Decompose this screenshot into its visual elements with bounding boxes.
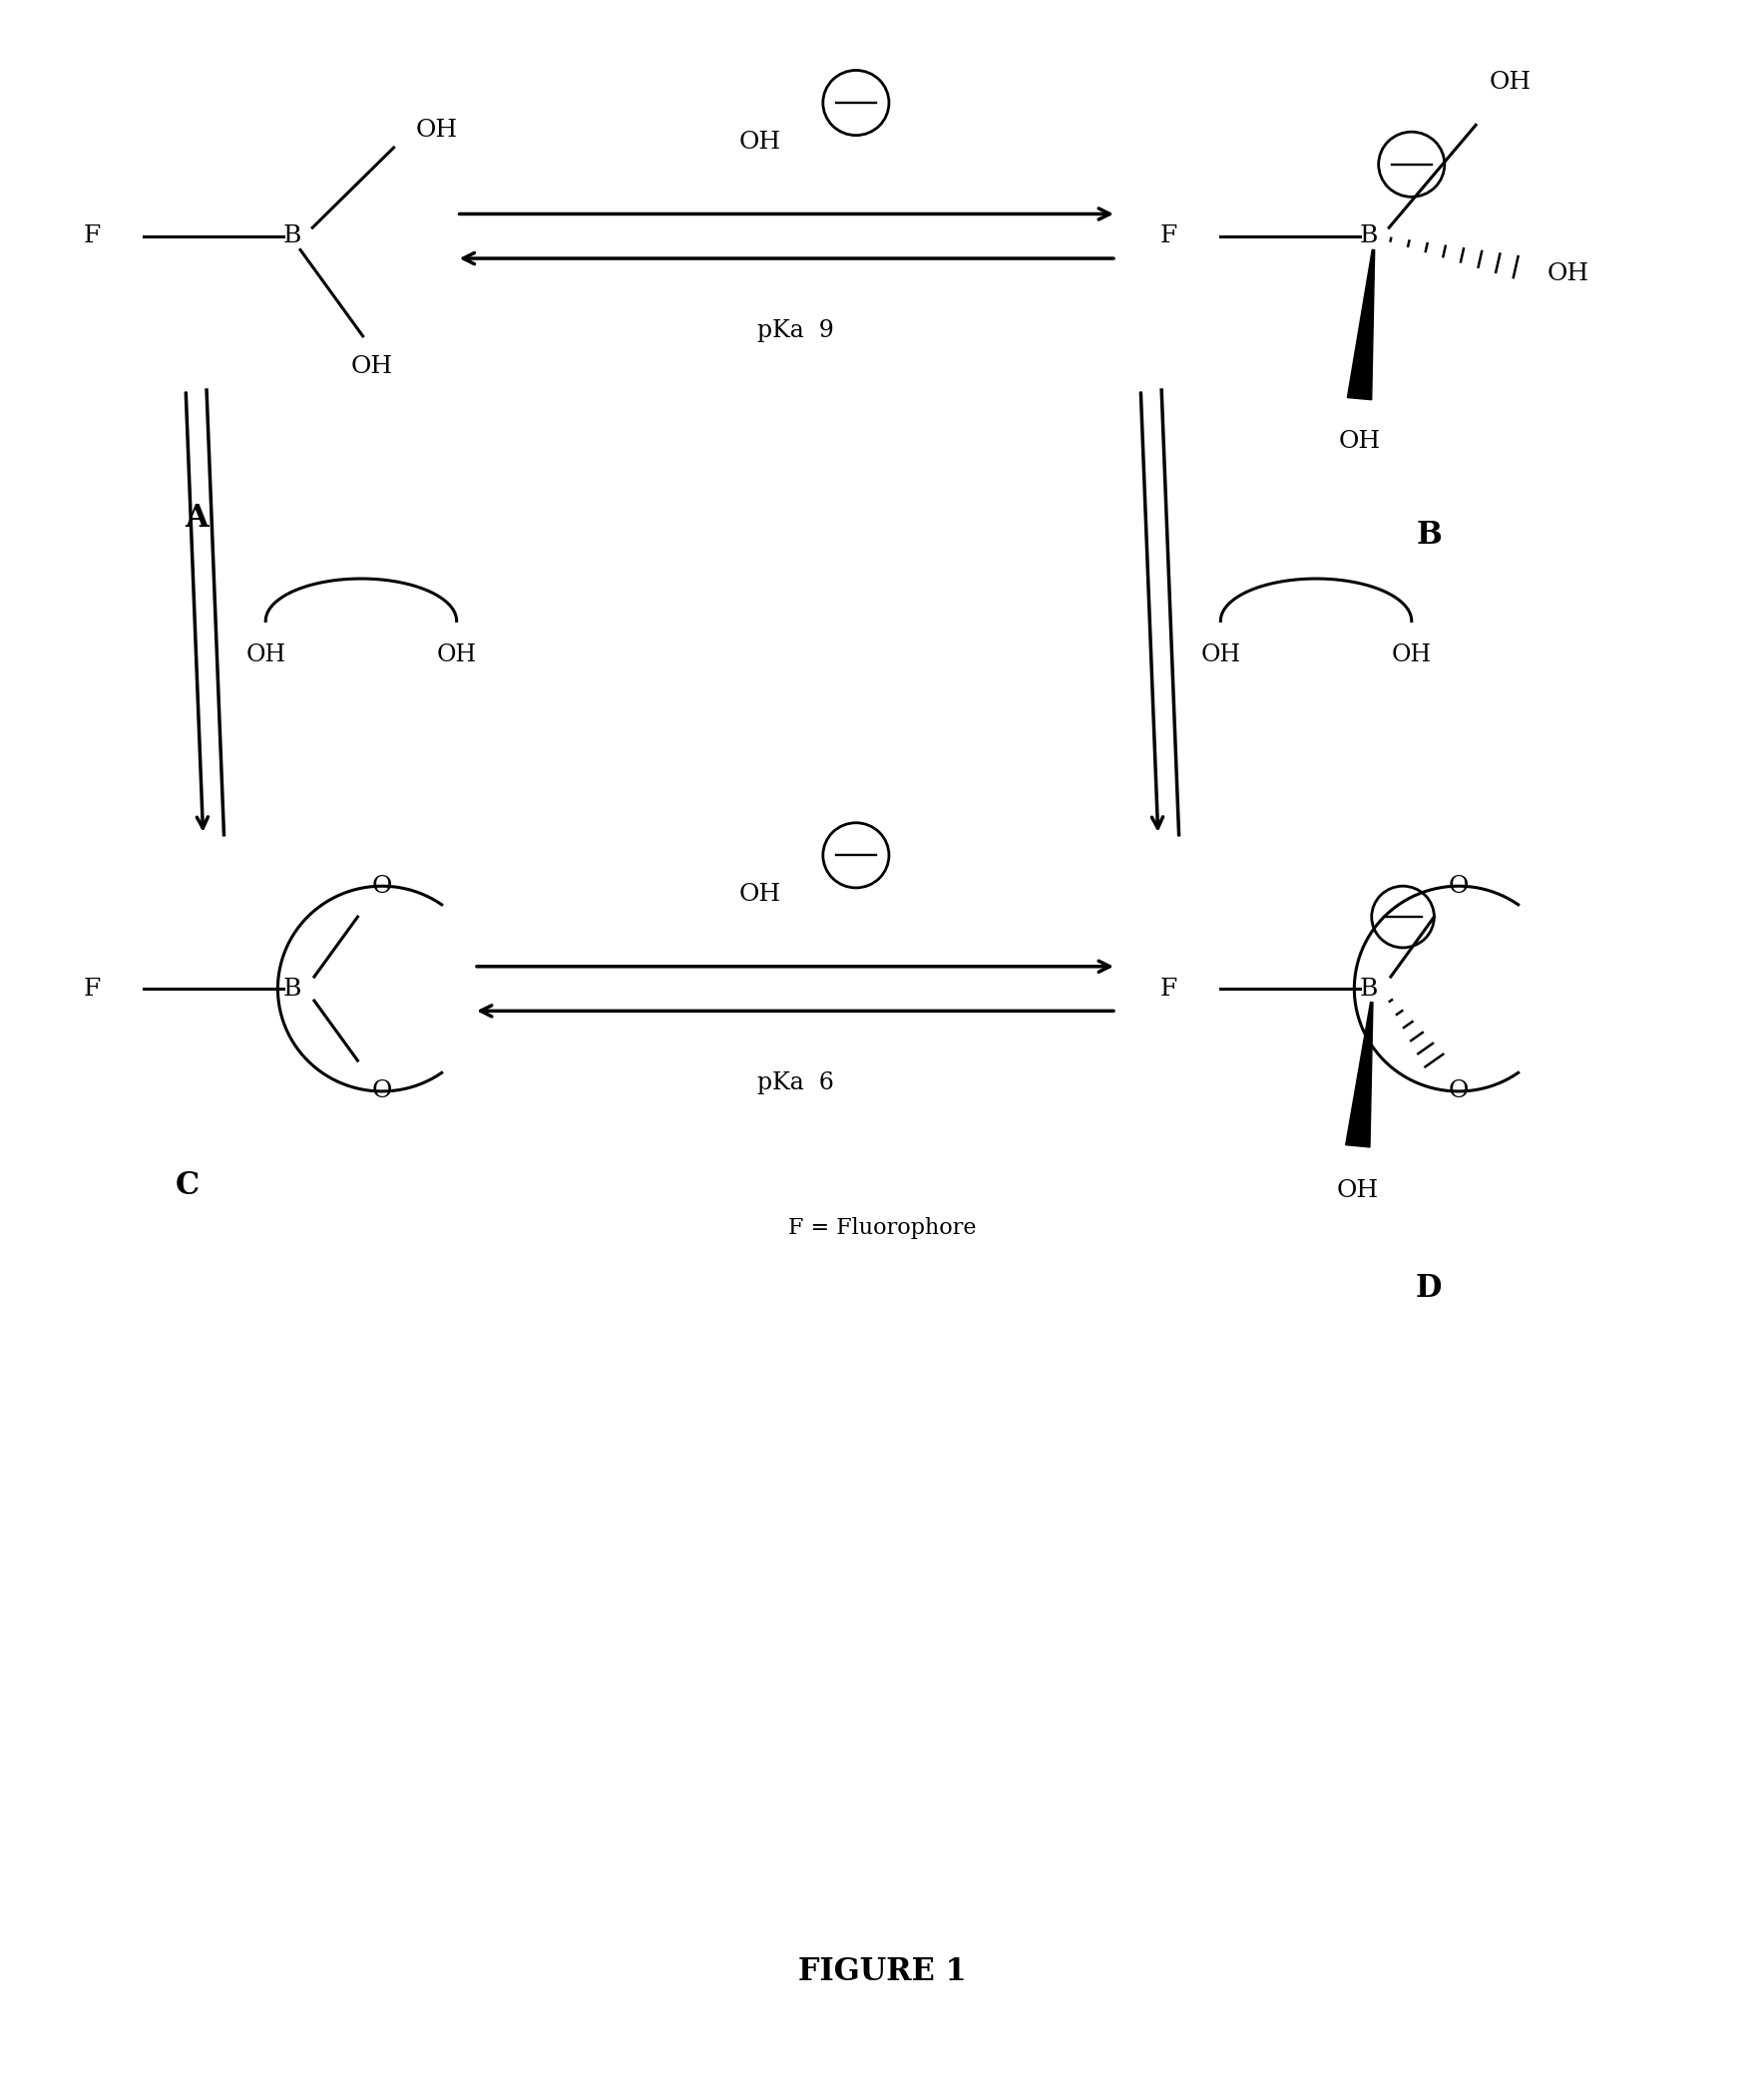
Text: OH: OH <box>1489 71 1531 94</box>
Text: OH: OH <box>416 119 459 141</box>
Polygon shape <box>1348 250 1374 399</box>
Text: F: F <box>1161 978 1177 1000</box>
Text: B: B <box>1358 225 1378 248</box>
Text: pKa  6: pKa 6 <box>757 1071 834 1094</box>
Text: B: B <box>282 978 302 1000</box>
Text: OH: OH <box>1201 643 1240 668</box>
Text: OH: OH <box>1547 262 1589 285</box>
Text: B: B <box>1358 978 1378 1000</box>
Text: OH: OH <box>245 643 286 668</box>
Text: OH: OH <box>351 356 393 379</box>
Text: B: B <box>1416 520 1441 551</box>
Polygon shape <box>1346 1003 1372 1148</box>
Text: O: O <box>372 874 392 899</box>
Text: F = Fluorophore: F = Fluorophore <box>789 1217 975 1240</box>
Text: O: O <box>1448 1080 1469 1102</box>
Text: F: F <box>83 978 101 1000</box>
Text: OH: OH <box>437 643 476 668</box>
Text: OH: OH <box>739 131 781 154</box>
Text: A: A <box>185 503 208 535</box>
Text: O: O <box>372 1080 392 1102</box>
Text: O: O <box>1448 874 1469 899</box>
Text: FIGURE 1: FIGURE 1 <box>797 1957 967 1988</box>
Text: C: C <box>175 1169 199 1200</box>
Text: pKa  9: pKa 9 <box>757 318 834 341</box>
Text: OH: OH <box>739 884 781 907</box>
Text: OH: OH <box>1339 431 1381 453</box>
Text: B: B <box>282 225 302 248</box>
Text: OH: OH <box>1337 1179 1379 1202</box>
Text: F: F <box>83 225 101 248</box>
Text: OH: OH <box>1392 643 1432 668</box>
Text: D: D <box>1416 1273 1443 1304</box>
Text: F: F <box>1161 225 1177 248</box>
